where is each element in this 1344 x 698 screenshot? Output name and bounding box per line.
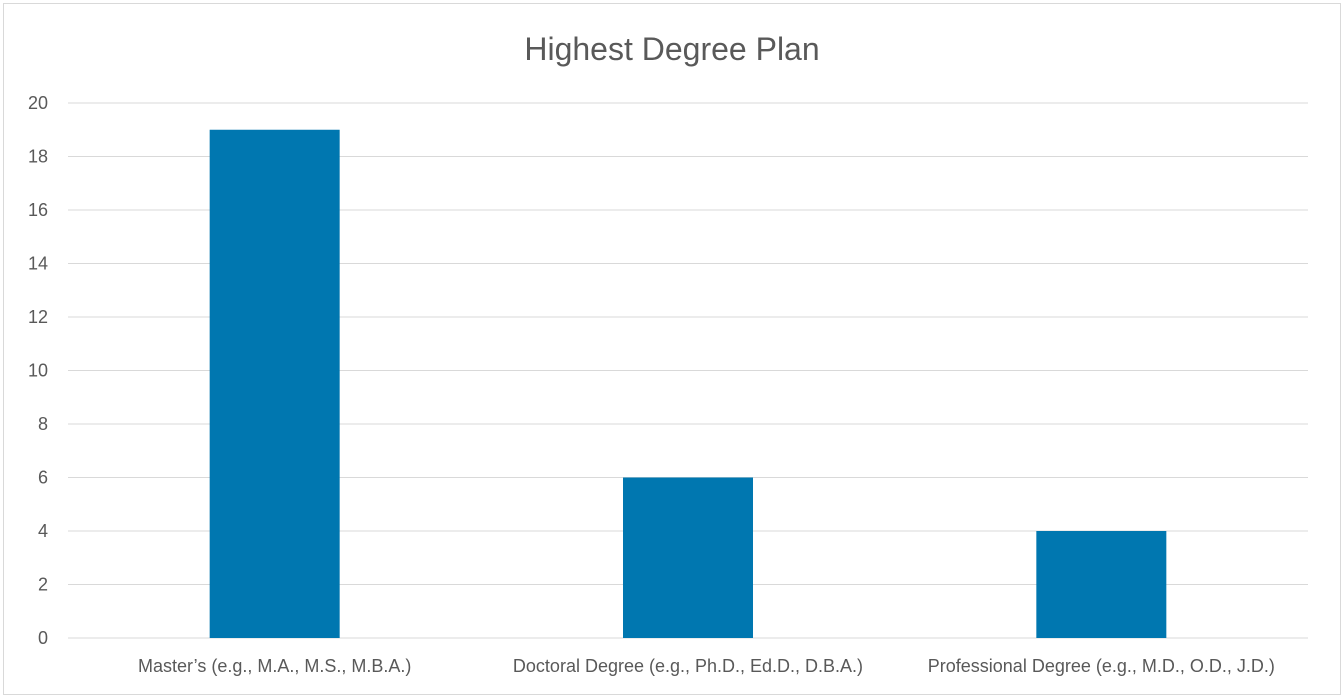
y-tick-label: 6 xyxy=(38,468,48,488)
y-tick-label: 16 xyxy=(28,200,48,220)
bar xyxy=(623,477,753,638)
y-tick-label: 14 xyxy=(28,254,48,274)
y-tick-label: 12 xyxy=(28,307,48,327)
y-tick-label: 8 xyxy=(38,414,48,434)
chart-title: Highest Degree Plan xyxy=(524,31,819,67)
bar xyxy=(209,129,340,638)
x-category-label: Master’s (e.g., M.A., M.S., M.B.A.) xyxy=(138,656,411,676)
y-tick-label: 18 xyxy=(28,147,48,167)
bars xyxy=(209,129,1167,638)
y-tick-label: 0 xyxy=(38,628,48,648)
y-tick-label: 10 xyxy=(28,361,48,381)
y-axis-tick-labels: 0 2 4 6 8 10 12 14 16 18 20 xyxy=(28,93,48,648)
bar xyxy=(1036,531,1167,638)
x-category-label: Professional Degree (e.g., M.D., O.D., J… xyxy=(928,656,1275,676)
y-tick-label: 20 xyxy=(28,93,48,113)
x-axis-category-labels: Master’s (e.g., M.A., M.S., M.B.A.) Docto… xyxy=(138,656,1275,676)
y-tick-label: 2 xyxy=(38,575,48,595)
y-tick-label: 4 xyxy=(38,521,48,541)
x-category-label: Doctoral Degree (e.g., Ph.D., Ed.D., D.B… xyxy=(513,656,863,676)
